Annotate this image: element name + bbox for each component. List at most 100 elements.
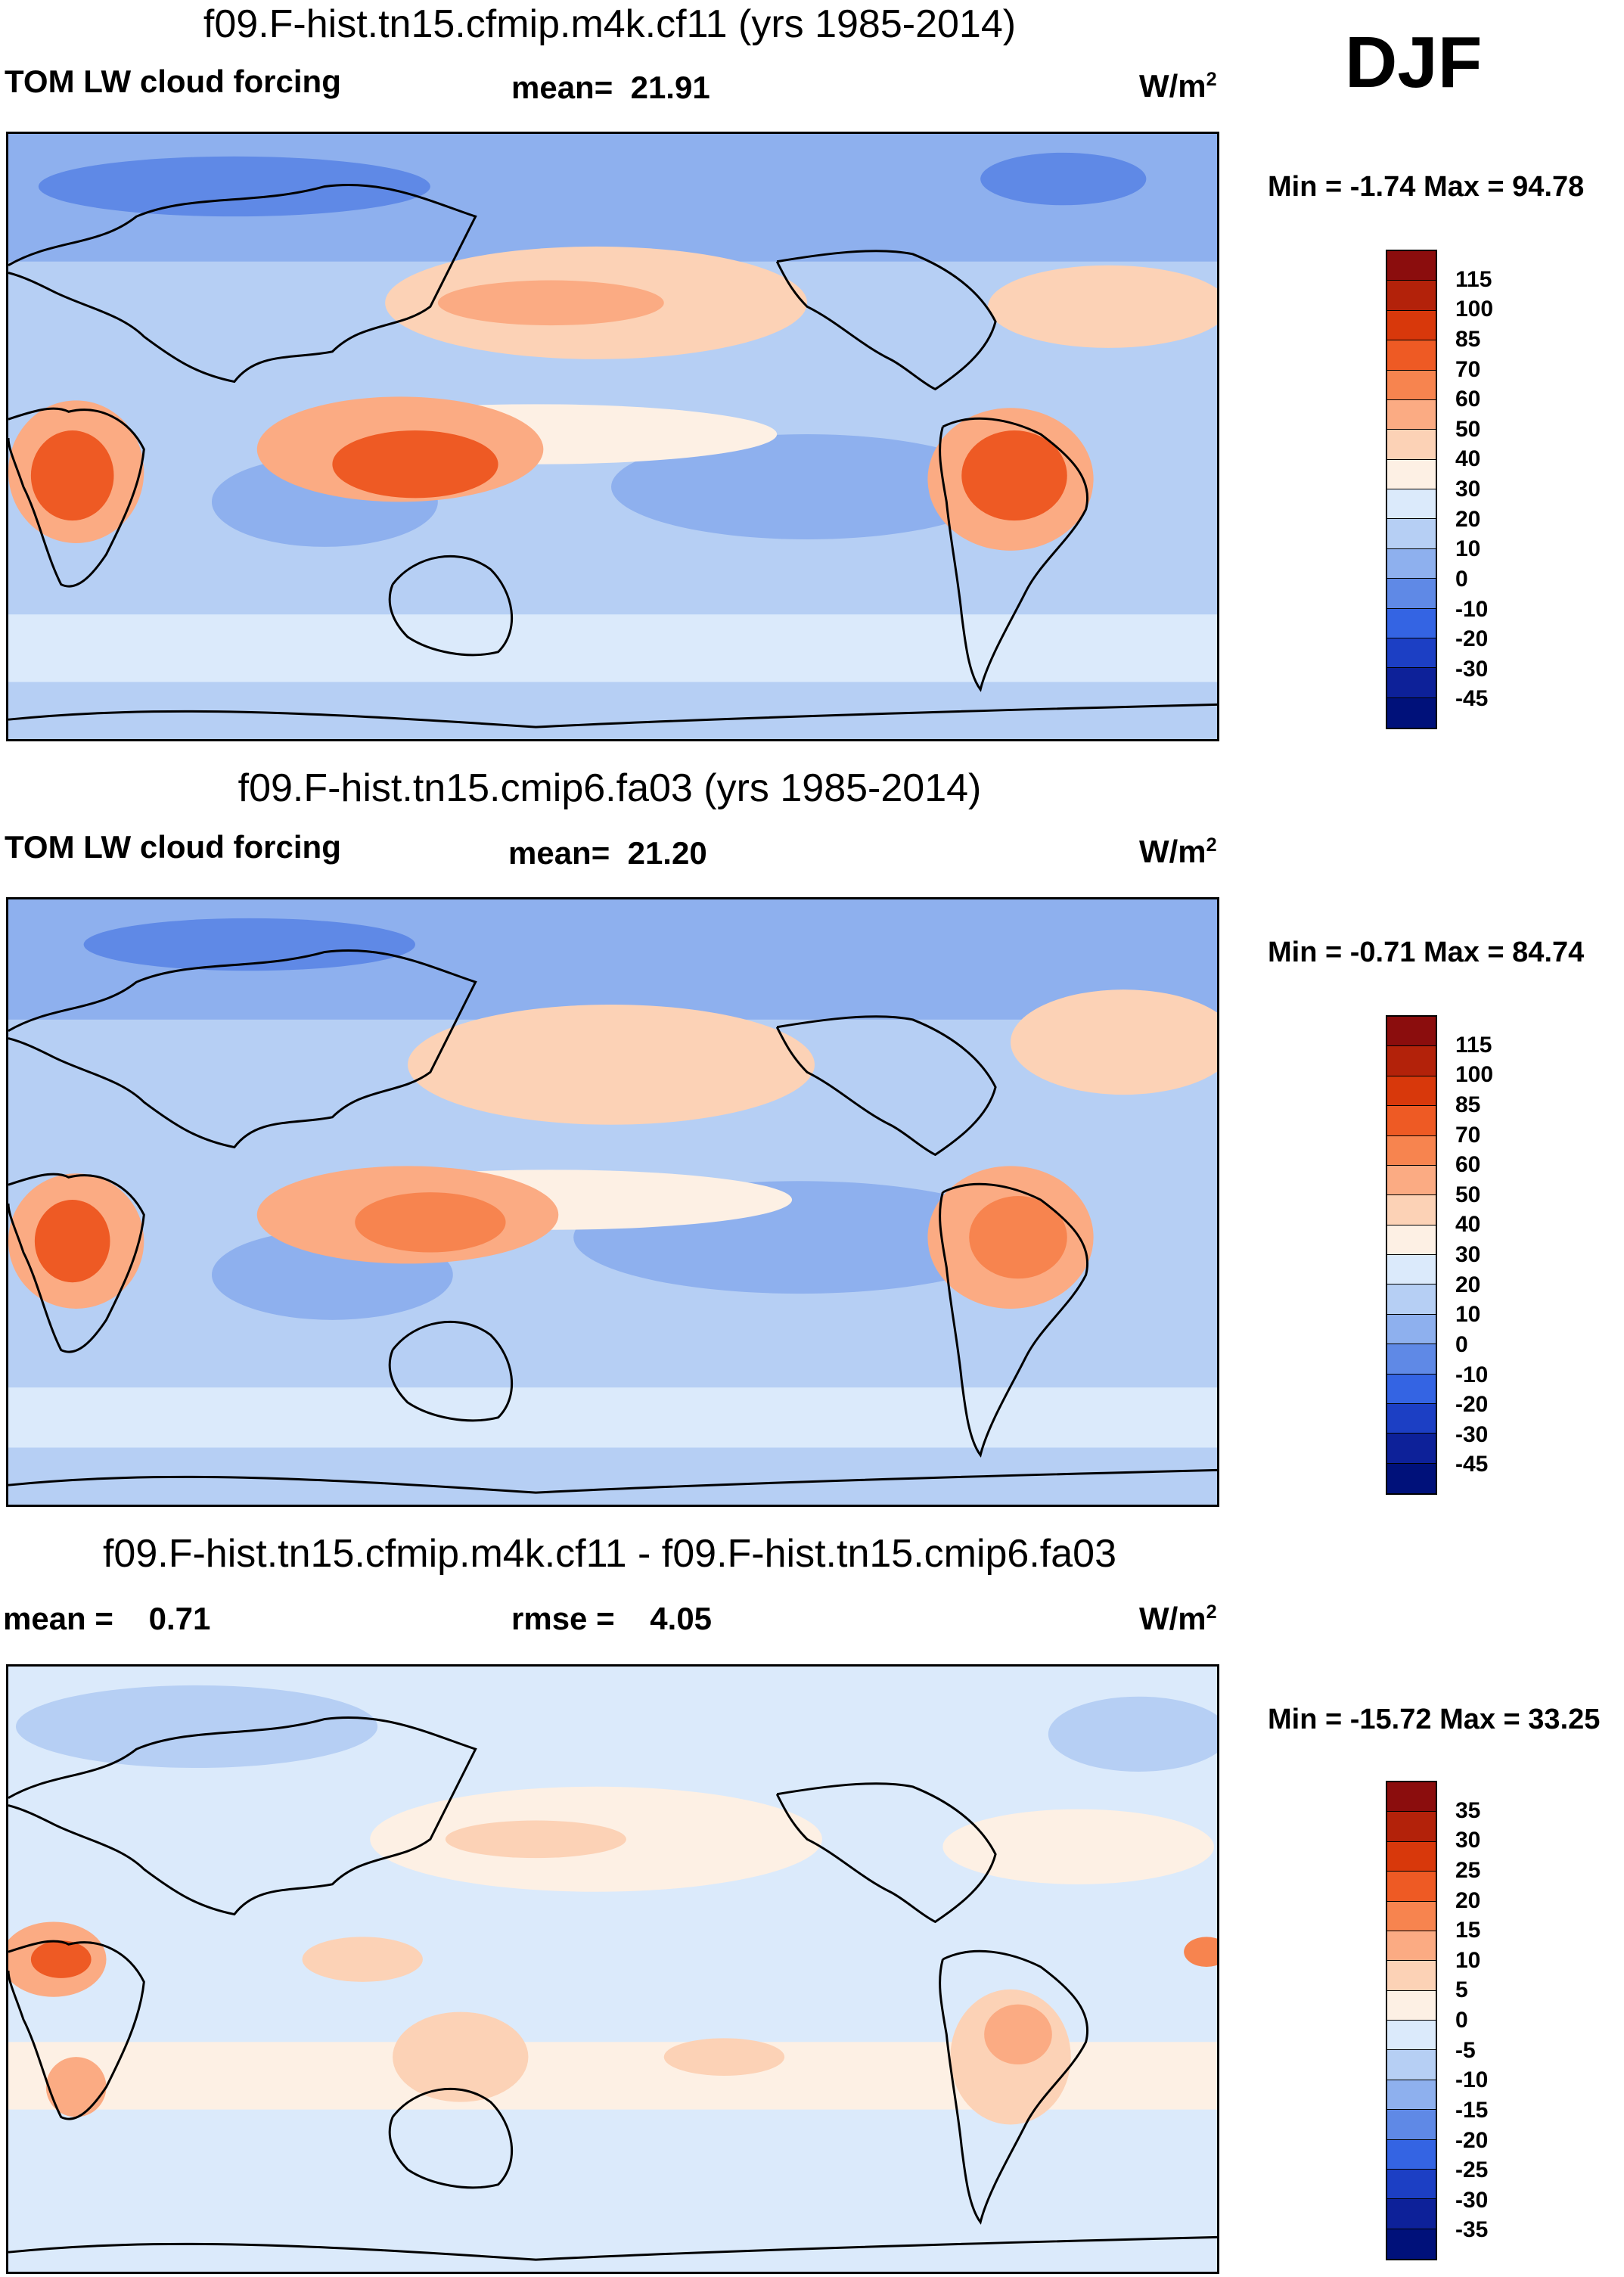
panel-2-mean-value: 21.20 (627, 835, 707, 871)
panel-3-colorbar (1386, 1781, 1437, 2260)
panel-1-coastlines (8, 184, 1217, 728)
colorbar-1-swatch-1 (1387, 281, 1436, 311)
colorbar-3-swatch-7 (1387, 1990, 1436, 2021)
colorbar-2-label-5: 50 (1455, 1182, 1481, 1207)
colorbar-3-swatch-15 (1387, 2229, 1436, 2259)
panel-2-map (6, 897, 1219, 1507)
colorbar-1-swatch-11 (1387, 579, 1436, 609)
panel-3-units: W/m2 (1139, 1601, 1217, 1636)
colorbar-2-label-3: 70 (1455, 1122, 1481, 1148)
colorbar-1-label-0: 115 (1455, 266, 1492, 292)
panel-3-title: f09.F-hist.tn15.cfmip.m4k.cf11 - f09.F-h… (102, 1532, 1117, 1576)
colorbar-3-swatch-11 (1387, 2110, 1436, 2140)
panel-1-southern-band (8, 614, 1217, 682)
panel-1-minmax: Min = -1.74 Max = 94.78 (1268, 171, 1585, 203)
colorbar-3-label-10: -15 (1455, 2097, 1489, 2123)
colorbar-3-swatch-3 (1387, 1872, 1436, 1902)
panel-2-colorbar (1386, 1015, 1437, 1495)
panel-3-rmse-value: 4.05 (650, 1601, 713, 1636)
panel-3-sepac-pos (663, 2038, 785, 2076)
season-label: DJF (1345, 22, 1483, 103)
colorbar-3-swatch-5 (1387, 1931, 1436, 1962)
colorbar-1-label-4: 60 (1455, 387, 1481, 412)
panel-2-minmax: Min = -0.71 Max = 84.74 (1268, 937, 1585, 968)
panel-2-map-svg (8, 899, 1217, 1505)
colorbar-2-label-8: 20 (1455, 1272, 1481, 1297)
panel-3-mean-value: 0.71 (148, 1601, 211, 1636)
panel-2-max-value: 84.74 (1512, 937, 1585, 968)
panel-1-units: W/m2 (1139, 68, 1217, 104)
colorbar-2-label-13: -30 (1455, 1421, 1489, 1447)
colorbar-1-label-2: 85 (1455, 326, 1481, 352)
colorbar-1-swatch-4 (1387, 370, 1436, 400)
colorbar-2-label-7: 30 (1455, 1242, 1481, 1267)
colorbar-3-label-5: 10 (1455, 1947, 1481, 1973)
panel-1: f09.F-hist.tn15.cfmip.m4k.cf11 (yrs 1985… (0, 0, 1584, 749)
colorbar-2-label-10: 0 (1455, 1331, 1468, 1357)
colorbar-2-label-14: -45 (1455, 1452, 1489, 1477)
colorbar-1-swatch-0 (1387, 251, 1436, 281)
panel-3-minmax: Min = -15.72 Max = 33.25 (1268, 1704, 1601, 1735)
panel-1-max-value: 94.78 (1512, 171, 1585, 203)
colorbar-3-swatch-12 (1387, 2139, 1436, 2170)
colorbar-1-label-10: 0 (1455, 566, 1468, 592)
panel-2-mean: mean= 21.20 (508, 835, 707, 871)
colorbar-1-label-12: -20 (1455, 626, 1489, 652)
panel-3-rmse: rmse = 4.05 (511, 1601, 712, 1637)
colorbar-3-label-0: 35 (1455, 1797, 1481, 1823)
colorbar-3-swatch-13 (1387, 2169, 1436, 2200)
colorbar-1-label-13: -30 (1455, 656, 1489, 682)
panel-2-npac-storm (408, 1004, 815, 1125)
colorbar-1-label-7: 30 (1455, 477, 1481, 502)
colorbar-2-label-9: 10 (1455, 1302, 1481, 1328)
panel-3-coastlines (8, 1716, 1217, 2261)
panel-1-warmpool-core (332, 430, 498, 499)
panel-1-mean-label: mean= (511, 70, 613, 105)
colorbar-2-swatch-6 (1387, 1195, 1436, 1225)
colorbar-1-swatch-6 (1387, 430, 1436, 460)
colorbar-1-label-11: -10 (1455, 596, 1489, 622)
panel-1-map-svg (8, 134, 1217, 739)
colorbar-1-label-14: -45 (1455, 686, 1489, 712)
panel-1-colorbar (1386, 250, 1437, 729)
panel-3-mean-label: mean = (3, 1601, 113, 1636)
colorbar-3-label-7: 0 (1455, 2008, 1468, 2033)
panel-3-mean: mean = 0.71 (3, 1601, 210, 1637)
panel-2: f09.F-hist.tn15.cmip6.fa03 (yrs 1985-201… (0, 766, 1584, 1514)
panel-3-australia-pos (393, 2011, 529, 2102)
panel-2-units: W/m2 (1139, 834, 1217, 869)
colorbar-2-swatch-11 (1387, 1344, 1436, 1375)
panel-2-africa-core (34, 1200, 110, 1283)
colorbar-2-swatch-9 (1387, 1285, 1436, 1315)
colorbar-1-swatch-15 (1387, 697, 1436, 728)
panel-3-safrica-pos (45, 2057, 107, 2117)
panel-2-min-value: -0.71 (1349, 937, 1416, 968)
panel-3-npac-core (445, 1820, 626, 1859)
colorbar-3-swatch-10 (1387, 2080, 1436, 2111)
panel-1-siberia-low (38, 156, 430, 217)
colorbar-2-label-1: 100 (1455, 1062, 1494, 1088)
colorbar-3-label-2: 25 (1455, 1857, 1481, 1883)
panel-2-title: f09.F-hist.tn15.cmip6.fa03 (yrs 1985-201… (238, 766, 982, 810)
colorbar-3-label-13: -30 (1455, 2187, 1489, 2213)
colorbar-2-swatch-7 (1387, 1225, 1436, 1255)
colorbar-1-swatch-2 (1387, 310, 1436, 341)
colorbar-1-swatch-14 (1387, 668, 1436, 698)
colorbar-2-label-6: 40 (1455, 1212, 1481, 1238)
panel-3-warmpool-pos (302, 1937, 423, 1982)
panel-2-variable: TOM LW cloud forcing (5, 829, 341, 865)
colorbar-1-swatch-12 (1387, 608, 1436, 638)
colorbar-2-swatch-14 (1387, 1434, 1436, 1464)
panel-3-rmse-label: rmse = (511, 1601, 615, 1636)
colorbar-2-swatch-15 (1387, 1463, 1436, 1493)
panel-3: f09.F-hist.tn15.cfmip.m4k.cf11 - f09.F-h… (0, 1531, 1600, 2277)
colorbar-1-label-3: 70 (1455, 356, 1481, 382)
panel-3-max-value: 33.25 (1528, 1704, 1601, 1735)
panel-1-map (6, 132, 1219, 741)
panel-3-map (6, 1664, 1219, 2274)
colorbar-2-label-0: 115 (1455, 1032, 1492, 1058)
colorbar-2-swatch-13 (1387, 1403, 1436, 1434)
colorbar-3-label-14: -35 (1455, 2217, 1489, 2243)
panel-2-mean-label: mean= (508, 835, 610, 871)
colorbar-2-label-2: 85 (1455, 1092, 1481, 1117)
